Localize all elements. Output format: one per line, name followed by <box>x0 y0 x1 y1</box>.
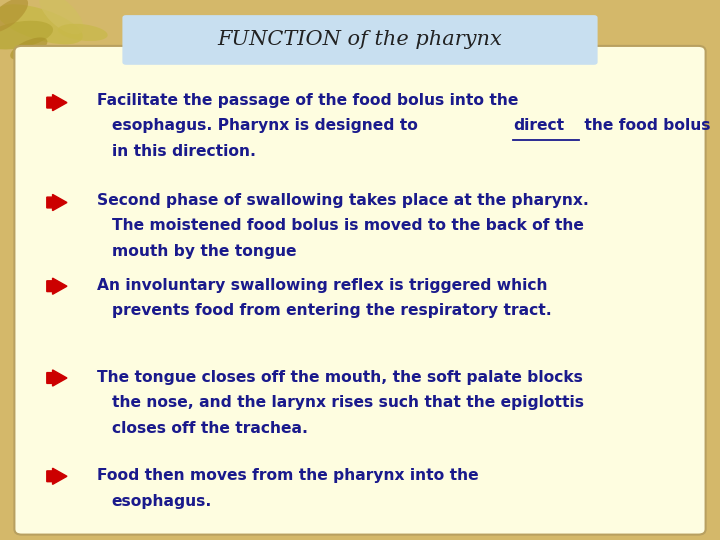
FancyArrow shape <box>47 278 67 294</box>
Text: prevents food from entering the respiratory tract.: prevents food from entering the respirat… <box>112 303 552 319</box>
FancyArrow shape <box>47 468 67 484</box>
Text: The tongue closes off the mouth, the soft palate blocks: The tongue closes off the mouth, the sof… <box>97 370 583 385</box>
FancyArrow shape <box>47 370 67 386</box>
Text: Second phase of swallowing takes place at the pharynx.: Second phase of swallowing takes place a… <box>97 193 589 208</box>
Ellipse shape <box>10 37 48 60</box>
Ellipse shape <box>0 21 53 50</box>
Text: in this direction.: in this direction. <box>112 144 256 159</box>
Text: esophagus. Pharynx is designed to: esophagus. Pharynx is designed to <box>112 118 423 133</box>
Text: direct: direct <box>513 118 564 133</box>
Text: esophagus.: esophagus. <box>112 494 212 509</box>
Ellipse shape <box>39 0 84 35</box>
Ellipse shape <box>0 4 83 44</box>
Ellipse shape <box>58 24 108 41</box>
Text: Food then moves from the pharynx into the: Food then moves from the pharynx into th… <box>97 468 479 483</box>
Text: Facilitate the passage of the food bolus into the: Facilitate the passage of the food bolus… <box>97 93 518 108</box>
FancyBboxPatch shape <box>14 46 706 535</box>
Text: closes off the trachea.: closes off the trachea. <box>112 421 307 436</box>
Text: An involuntary swallowing reflex is triggered which: An involuntary swallowing reflex is trig… <box>97 278 548 293</box>
Text: the food bolus: the food bolus <box>579 118 711 133</box>
Text: FUNCTION of the pharynx: FUNCTION of the pharynx <box>217 30 503 49</box>
Ellipse shape <box>0 0 28 33</box>
FancyArrow shape <box>47 194 67 211</box>
Text: the nose, and the larynx rises such that the epiglottis: the nose, and the larynx rises such that… <box>112 395 584 410</box>
FancyArrow shape <box>47 94 67 111</box>
FancyBboxPatch shape <box>122 15 598 65</box>
Text: mouth by the tongue: mouth by the tongue <box>112 244 296 259</box>
Text: The moistened food bolus is moved to the back of the: The moistened food bolus is moved to the… <box>112 218 583 233</box>
